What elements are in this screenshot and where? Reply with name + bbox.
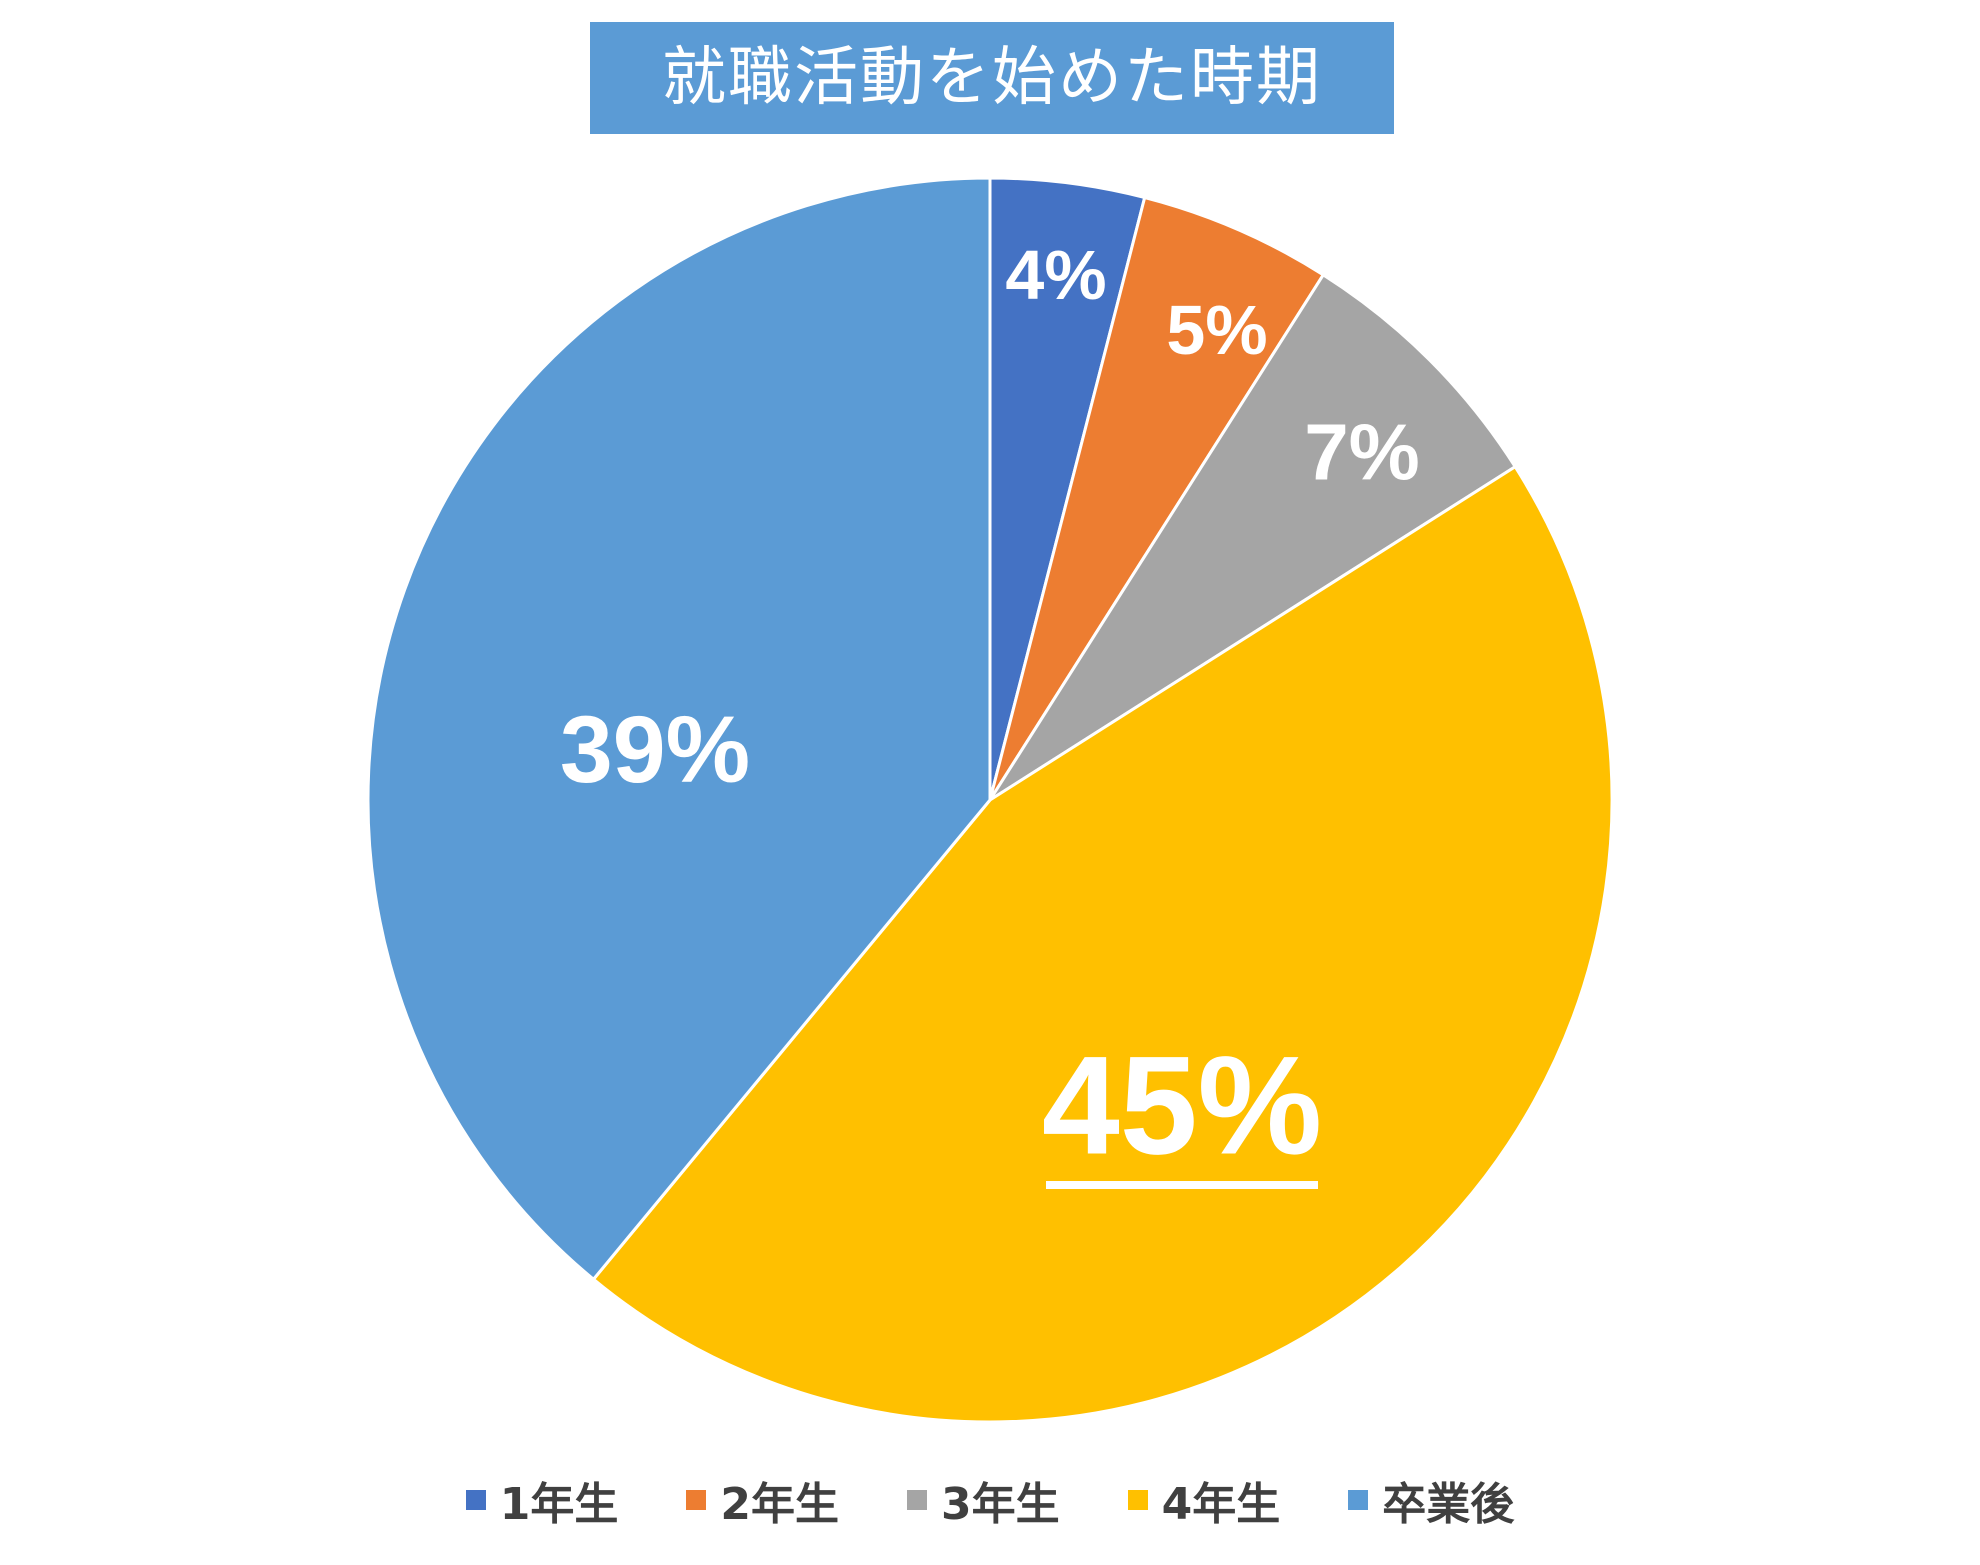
pie-slice-2nd-year xyxy=(988,195,1326,801)
legend-item-4th-year: 4年生 xyxy=(1127,1468,1281,1532)
legend-swatch xyxy=(465,1490,486,1510)
legend-item-2nd-year: 2年生 xyxy=(686,1468,839,1532)
data-label-3rd-year: 7% xyxy=(1304,408,1420,497)
legend-swatch xyxy=(1127,1490,1148,1510)
data-label-after-graduation: 39% xyxy=(560,697,750,803)
chart-title: 就職活動を始めた時期 xyxy=(590,22,1394,134)
data-label-4th-year: 45% xyxy=(1042,1027,1322,1184)
legend-item-after-graduation: 卒業後 xyxy=(1348,1468,1514,1532)
legend-swatch xyxy=(686,1490,707,1510)
legend-label: 3年生 xyxy=(941,1479,1060,1530)
legend-label: 卒業後 xyxy=(1382,1479,1515,1530)
legend-swatch xyxy=(907,1490,927,1510)
legend-item-3rd-year: 3年生 xyxy=(907,1468,1060,1532)
data-label-2nd-year: 5% xyxy=(1166,291,1267,369)
pie-slice-4th-year xyxy=(591,464,1614,1424)
legend-label: 4年生 xyxy=(1161,1479,1281,1530)
legend-swatch xyxy=(1348,1490,1369,1510)
legend-label: 2年生 xyxy=(720,1479,839,1530)
legend-label: 1年生 xyxy=(499,1479,619,1530)
pie-slice-3rd-year xyxy=(988,272,1518,802)
data-label-1st-year: 4% xyxy=(1005,236,1106,314)
pie-chart: 4% 5% 7% 45% 39% xyxy=(366,176,1614,1424)
pie-slice-after-graduation xyxy=(366,176,992,1282)
legend-item-1st-year: 1年生 xyxy=(465,1468,619,1532)
legend: 1年生 2年生 3年生 4年生 卒業後 xyxy=(0,1470,1980,1530)
